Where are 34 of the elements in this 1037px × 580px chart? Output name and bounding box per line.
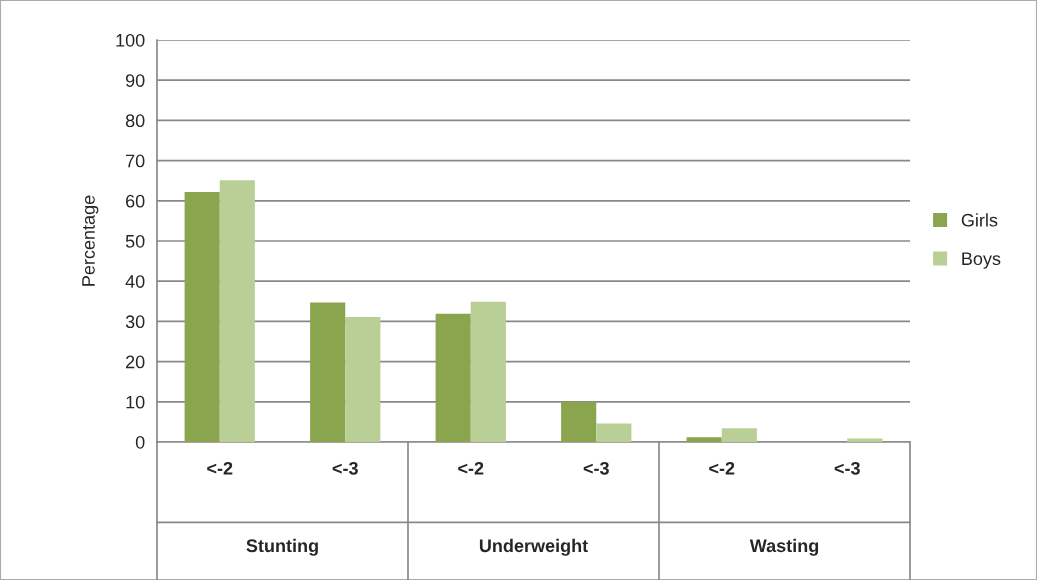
bar	[184, 191, 220, 442]
x-tick-label: <-3	[583, 461, 609, 475]
bar	[847, 438, 883, 442]
y-tick-label: 10	[126, 395, 145, 409]
text: Underweight	[479, 538, 588, 556]
bar	[721, 428, 757, 442]
bar	[686, 437, 722, 442]
bar	[470, 301, 506, 442]
text: Stunting	[246, 538, 318, 556]
bar	[435, 313, 471, 442]
legend-label: Girls	[961, 213, 998, 227]
x-tick-label: <-3	[834, 461, 860, 475]
y-axis-title: Percentage	[82, 195, 99, 286]
y-tick-label: 40	[125, 275, 145, 288]
bar	[561, 401, 597, 442]
legend-label: Boys	[962, 252, 1001, 269]
x-tick-label: <-2	[207, 461, 233, 475]
bar	[219, 180, 255, 442]
bar	[596, 423, 632, 442]
y-tick-label: 60	[126, 194, 145, 208]
y-tick-label: 80	[125, 114, 145, 128]
y-tick-label: 0	[135, 435, 145, 449]
x-tick-label: <-2	[458, 461, 484, 475]
x-tick-label: <-2	[709, 461, 735, 475]
y-tick-label: 70	[126, 154, 145, 168]
x-tick-label: <-3	[332, 461, 358, 475]
y-tick-label: 90	[125, 74, 145, 87]
y-tick-label: 30	[125, 315, 145, 329]
y-tick-label: 50	[125, 234, 145, 248]
text: Wasting	[749, 538, 819, 556]
y-tick-label: 20	[126, 355, 145, 369]
y-tick-label: 100	[116, 33, 145, 47]
bar	[310, 302, 346, 442]
bar	[345, 316, 381, 442]
